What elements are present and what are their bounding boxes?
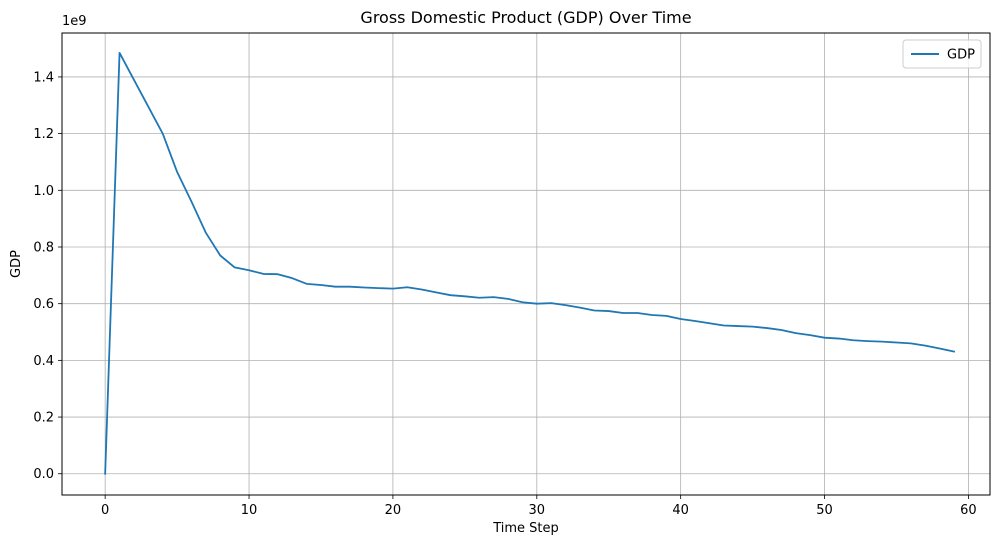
tick-layer: 0 10 20 30 40 50 60 0.0 0.2 0.4 0.6 0.8 1.0 1.2 1.4 [33,70,976,518]
chart-title: Gross Domestic Product (GDP) Over Time [360,8,691,27]
x-tick-label: 40 [672,503,689,518]
x-axis-title: Time Step [492,521,559,536]
grid-layer [62,33,990,495]
y-tick-label: 0.0 [33,467,54,482]
x-tick-label: 10 [241,503,258,518]
x-tick-label: 60 [960,503,977,518]
y-tick-label: 1.0 [33,184,54,199]
y-tick-label: 0.4 [33,354,54,369]
data-layer [104,51,956,475]
y-tick-label: 0.6 [33,297,54,312]
legend-box [902,39,982,69]
y-axis-offset-label: 1e9 [62,14,87,29]
y-axis-title: GDP [9,250,24,278]
x-tick-label: 50 [816,503,833,518]
x-tick-label: 20 [385,503,402,518]
x-tick-label: 30 [529,503,546,518]
y-tick-label: 0.8 [33,240,54,255]
y-tick-label: 1.4 [33,70,54,85]
x-tick-label: 0 [101,503,109,518]
series-line-gdp [104,51,956,475]
legend-label-gdp: GDP [947,48,975,63]
y-tick-label: 0.2 [33,411,54,426]
y-tick-label: 1.2 [33,127,54,142]
axes-frame [61,32,991,496]
legend: GDP [902,39,982,69]
